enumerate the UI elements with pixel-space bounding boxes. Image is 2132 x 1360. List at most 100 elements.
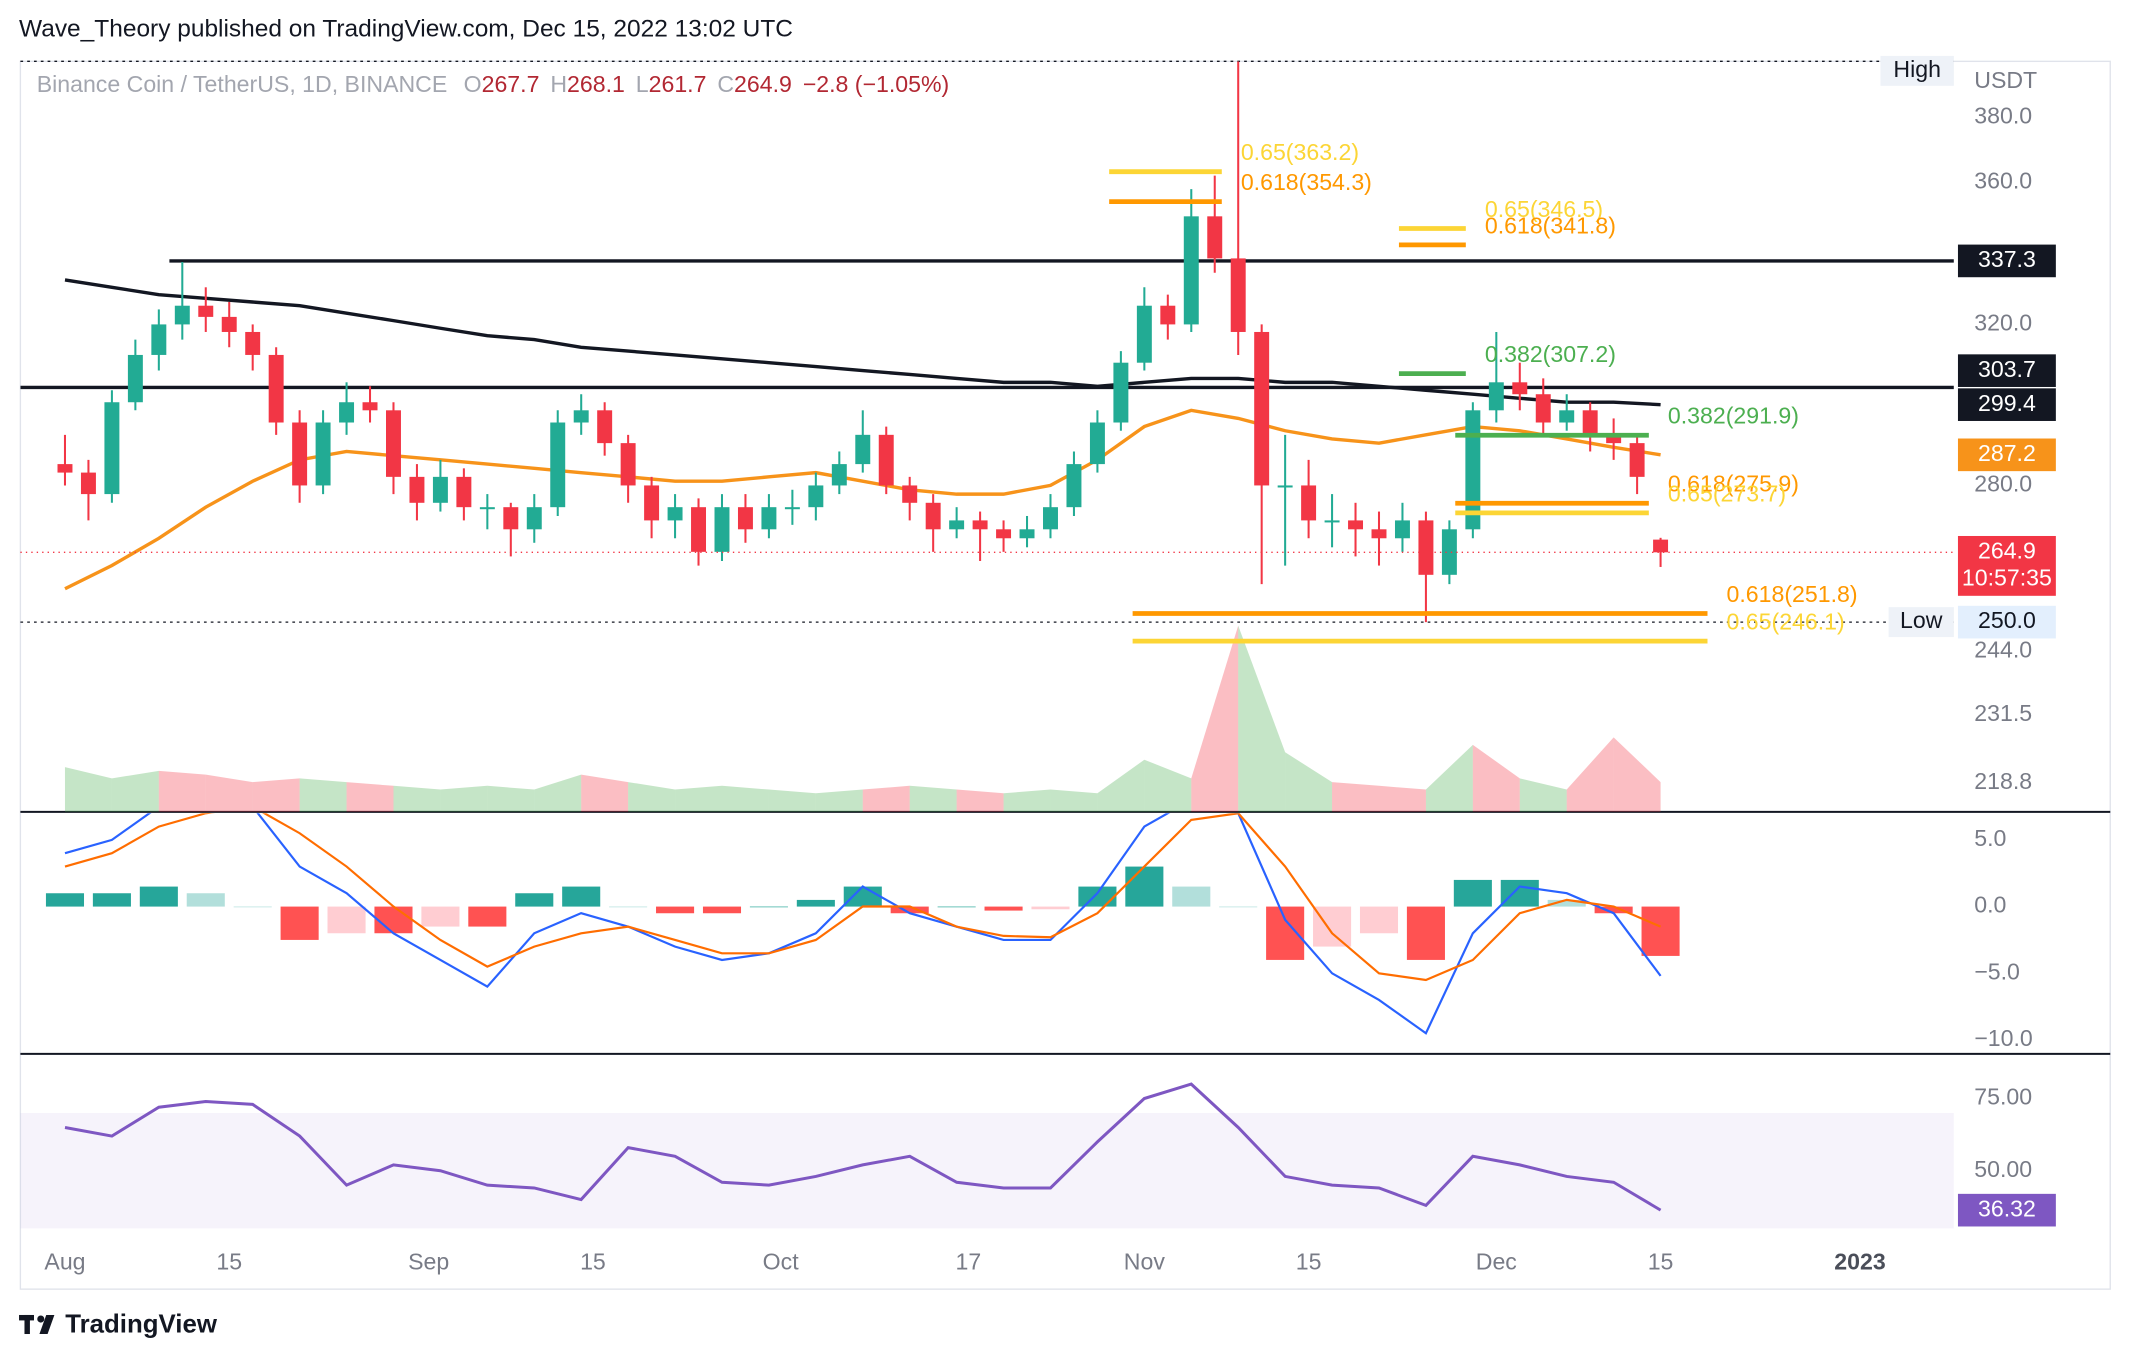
candle-body — [526, 507, 542, 530]
candle-body — [1512, 382, 1528, 395]
candle-body — [339, 402, 355, 423]
candle-body — [1230, 258, 1246, 332]
rsi-tag-label: 36.32 — [1978, 1195, 2036, 1221]
candle-body — [644, 485, 660, 521]
candle-body — [104, 402, 120, 495]
volume-area — [1050, 789, 1098, 812]
y-tick-label: 280.0 — [1974, 471, 2032, 497]
volume-area — [1191, 625, 1239, 812]
volume-area — [956, 789, 1004, 812]
macd-histogram-bar — [1594, 906, 1633, 914]
macd-histogram-bar — [45, 893, 85, 907]
x-tick-label: 2023 — [1834, 1248, 1886, 1274]
candle-body — [808, 485, 824, 508]
y-tick-label: 50.00 — [1974, 1156, 2032, 1182]
fib-label: 0.65(246.1) — [1727, 609, 1845, 635]
change: −2.8 (−1.05%) — [803, 71, 949, 97]
symbol: Binance Coin / TetherUS, 1D, BINANCE — [37, 71, 448, 97]
volume-area — [158, 770, 206, 812]
currency: USDT — [1974, 67, 2037, 93]
price-pane — [20, 61, 1954, 812]
legend: Binance Coin / TetherUS, 1D, BINANCE O267… — [37, 71, 950, 97]
candle-body — [620, 443, 636, 486]
low-price-tag — [1957, 605, 2056, 639]
macd-histogram-bar — [656, 906, 695, 914]
macd-histogram-bar — [186, 893, 225, 907]
candle-body — [1348, 520, 1364, 530]
candle-body — [1043, 507, 1058, 530]
macd-histogram-bar — [139, 886, 178, 907]
price-tag-label: 337.3 — [1978, 246, 2036, 272]
x-tick-label: Dec — [1476, 1248, 1517, 1274]
volume-area — [581, 774, 629, 812]
c-label: C — [717, 71, 734, 97]
rsi-tag — [1957, 1193, 2056, 1227]
volume-area — [1332, 782, 1379, 812]
macd-histogram-bar — [1453, 879, 1492, 907]
candle-body — [151, 324, 167, 355]
macd-histogram-bar — [1359, 906, 1399, 934]
macd-histogram-bar — [562, 886, 601, 907]
candle-body — [409, 476, 425, 503]
candle-body — [1207, 216, 1223, 259]
volume-area — [111, 770, 159, 812]
price-tag-label: 287.2 — [1978, 440, 2036, 466]
candle-body — [268, 354, 284, 423]
logo-part — [39, 1314, 55, 1335]
volume-area — [909, 785, 957, 812]
high-box — [1880, 55, 1954, 86]
macd-histogram-bar — [1219, 906, 1258, 908]
macd-histogram-bar — [327, 906, 366, 934]
fib-label: 0.618(354.3) — [1241, 169, 1372, 195]
fib-label: 0.618(251.8) — [1727, 581, 1858, 607]
candle-body — [1066, 464, 1082, 508]
macd-histogram-bar — [984, 906, 1023, 911]
candle-body — [1582, 410, 1598, 435]
countdown: 10:57:35 — [1962, 565, 2052, 591]
y-tick-label: −5.0 — [1974, 958, 2020, 984]
low-box — [1888, 607, 1954, 638]
price-tag — [1957, 438, 2056, 472]
l-label: L — [636, 71, 649, 97]
x-tick-label: 17 — [956, 1248, 982, 1274]
candle-body — [737, 507, 753, 530]
candle-body — [831, 464, 847, 486]
volume-area — [1519, 778, 1567, 812]
volume-area — [628, 782, 676, 812]
candle-body — [714, 507, 730, 552]
candle-body — [925, 502, 941, 530]
candle-body — [550, 422, 566, 508]
volume-area — [1144, 759, 1192, 812]
candle-body — [1441, 529, 1457, 575]
candle-body — [1371, 529, 1387, 539]
y-tick-label: 5.0 — [1974, 825, 2006, 851]
macd-histogram-bar — [609, 906, 648, 908]
volume-area — [1097, 759, 1145, 812]
macd-histogram-bar — [1078, 886, 1117, 907]
macd-histogram-bar — [937, 906, 976, 908]
candle-body — [80, 472, 96, 495]
candle-body — [1324, 520, 1340, 523]
macd-line — [64, 813, 1662, 1035]
candle-body — [1254, 331, 1270, 486]
macd-histogram-bar — [1641, 906, 1680, 956]
candle-body — [315, 422, 331, 486]
macd-histogram-bar — [702, 906, 742, 914]
volume-area — [487, 785, 535, 812]
high-label: High — [1893, 56, 1941, 82]
rsi-pane — [20, 1082, 1954, 1229]
volume-area — [440, 785, 488, 812]
volume-area — [64, 767, 112, 812]
macd-histogram-bar — [843, 886, 882, 907]
rsi-line — [64, 1082, 1662, 1212]
volume-area — [1378, 785, 1426, 812]
macd-pane — [45, 813, 1680, 1035]
volume-area — [393, 785, 441, 812]
candle-body — [1629, 443, 1645, 477]
volume-area — [1472, 744, 1520, 812]
fib-label: 0.618(275.9) — [1668, 471, 1799, 497]
macd-histogram-bar — [468, 906, 507, 927]
fib-label: 0.618(341.8) — [1485, 212, 1616, 238]
fib-label: 0.65(363.2) — [1241, 139, 1359, 165]
